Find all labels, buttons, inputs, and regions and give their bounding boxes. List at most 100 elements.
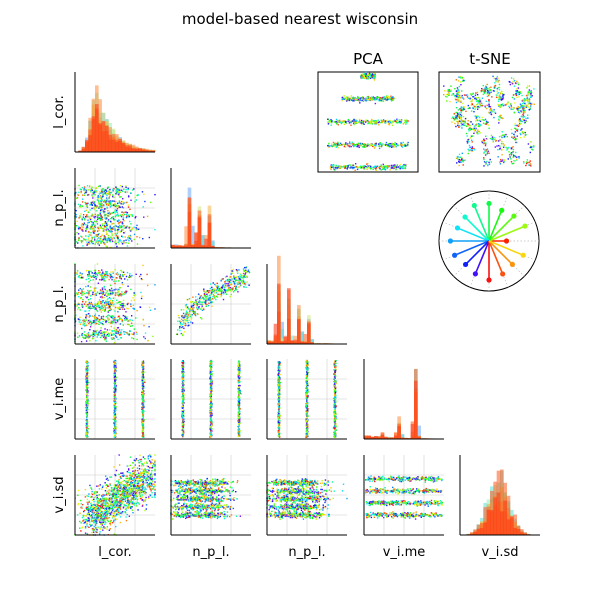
scatter-point: [238, 427, 240, 429]
scatter-point: [134, 295, 136, 297]
scatter-point: [96, 291, 99, 293]
scatter-point: [210, 413, 212, 415]
scatter-point: [179, 329, 181, 332]
scatter-point: [225, 293, 228, 295]
scatter-point: [86, 379, 89, 381]
scatter-point: [86, 422, 89, 424]
scatter-point: [81, 289, 83, 291]
scatter-point: [181, 433, 183, 435]
scatter-point: [86, 333, 88, 335]
scatter-point: [239, 384, 241, 387]
scatter-point: [183, 396, 185, 399]
scatter-point: [86, 416, 88, 418]
scatter-point: [93, 276, 95, 278]
scatter-point: [118, 192, 121, 195]
scatter-point: [207, 304, 210, 307]
scatter-point: [106, 187, 109, 189]
scatter-point: [104, 338, 106, 340]
scatter-point: [76, 305, 78, 307]
scatter-point: [82, 324, 84, 326]
scatter-point: [89, 286, 92, 288]
scatter-point: [238, 421, 241, 423]
scatter-point: [94, 275, 97, 278]
scatter-point: [218, 293, 220, 296]
scatter-point: [105, 201, 107, 203]
scatter-point: [88, 336, 90, 338]
scatter-point: [109, 293, 112, 295]
scatter-point: [104, 214, 107, 216]
scatter-point: [88, 193, 90, 196]
scatter-point: [95, 210, 98, 212]
scatter-point: [182, 376, 185, 378]
scatter-point: [234, 289, 236, 292]
scatter-point: [85, 209, 88, 211]
scatter-point: [85, 384, 88, 386]
scatter-point: [86, 226, 88, 228]
scatter-point: [211, 414, 213, 417]
scatter-point: [237, 403, 240, 405]
scatter-point: [213, 288, 216, 290]
scatter-point: [119, 308, 121, 310]
scatter-point: [104, 243, 107, 245]
scatter-point: [83, 292, 86, 295]
scatter-point: [201, 301, 203, 303]
scatter-point: [120, 269, 122, 272]
scatter-point: [86, 423, 88, 425]
scatter-point: [144, 332, 147, 334]
scatter-point: [102, 331, 105, 334]
scatter-point: [96, 316, 98, 319]
hist-bar: [111, 139, 116, 152]
scatter-point: [115, 376, 117, 379]
scatter-point: [305, 381, 307, 384]
scatter-point: [91, 221, 93, 223]
scatter-point: [87, 237, 90, 239]
scatter-point: [228, 281, 231, 283]
scatter-point: [112, 418, 115, 421]
scatter-point: [86, 382, 88, 384]
scatter-point: [86, 241, 88, 243]
scatter-point: [113, 188, 115, 190]
hist-bar: [141, 149, 146, 152]
scatter-point: [182, 434, 184, 436]
scatter-point: [184, 315, 186, 317]
scatter-point: [238, 432, 241, 434]
scatter-point: [82, 322, 85, 324]
scatter-point: [110, 287, 113, 290]
scatter-point: [105, 294, 107, 297]
scatter-point: [148, 236, 151, 239]
scatter-point: [90, 191, 92, 193]
scatter-point: [115, 211, 117, 213]
scatter-point: [118, 189, 121, 191]
scatter-point: [93, 287, 96, 289]
hist-bar: [171, 244, 175, 248]
scatter-point: [125, 213, 128, 215]
scatter-point: [239, 399, 241, 401]
scatter-point: [333, 369, 335, 371]
scatter-point: [209, 417, 212, 419]
scatter-point: [115, 336, 118, 338]
scatter-point: [114, 398, 116, 400]
scatter-point: [213, 295, 215, 297]
scatter-point: [95, 187, 97, 189]
scatter-point: [96, 210, 98, 212]
scatter-point: [122, 212, 125, 214]
scatter-point: [142, 363, 144, 366]
scatter-point: [141, 360, 144, 363]
scatter-point: [105, 197, 108, 199]
scatter-point: [192, 304, 194, 307]
scatter-point: [193, 304, 195, 306]
scatter-point: [82, 298, 84, 301]
scatter-point: [131, 214, 133, 216]
scatter-point: [238, 269, 240, 271]
scatter-point: [121, 221, 124, 223]
scatter-point: [84, 190, 87, 192]
scatter-point: [94, 316, 96, 318]
scatter-point: [132, 297, 134, 299]
scatter-point: [99, 213, 101, 215]
scatter-point: [116, 191, 119, 193]
scatter-point: [238, 399, 240, 401]
scatter-point: [94, 308, 96, 310]
scatter-point: [96, 240, 98, 242]
scatter-point: [114, 331, 116, 333]
scatter-point: [96, 322, 98, 325]
